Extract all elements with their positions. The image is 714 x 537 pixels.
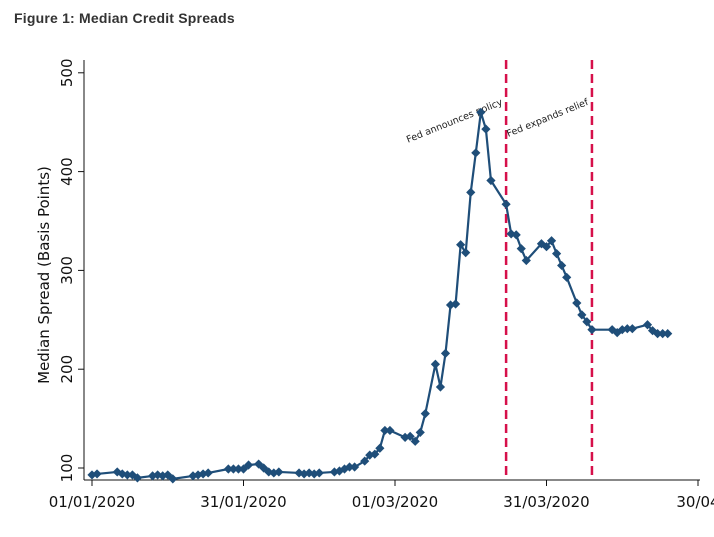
annotation-label: Fed expands relief	[505, 97, 590, 140]
series-layer	[87, 107, 673, 484]
x-tick-label: 31/03/2020	[503, 493, 589, 511]
data-point	[203, 468, 213, 478]
data-point	[476, 107, 486, 117]
data-point	[385, 425, 395, 436]
data-point	[577, 310, 587, 320]
data-point	[622, 324, 632, 334]
data-point	[87, 470, 97, 480]
data-point	[375, 443, 385, 453]
y-tick-label: 100	[58, 454, 76, 483]
data-point	[511, 230, 521, 240]
data-point	[350, 462, 360, 472]
data-point	[582, 317, 592, 327]
data-point	[274, 467, 284, 477]
data-point	[506, 229, 516, 239]
data-point	[127, 470, 137, 480]
y-axis-title: Median Spread (Basis Points)	[35, 166, 53, 384]
data-point	[228, 464, 238, 474]
data-point	[299, 469, 309, 479]
data-point	[314, 468, 324, 478]
data-point	[380, 425, 390, 436]
data-point	[117, 469, 127, 479]
data-point	[168, 474, 178, 484]
data-point	[132, 473, 143, 483]
data-point	[541, 242, 552, 252]
y-tick-label: 400	[58, 157, 76, 186]
data-point	[435, 382, 446, 392]
data-point	[445, 300, 456, 310]
x-tick-label: 01/03/2020	[352, 493, 438, 511]
data-point	[238, 464, 249, 474]
data-point	[627, 324, 637, 334]
data-point	[642, 320, 653, 330]
data-point	[552, 249, 562, 259]
data-point	[572, 298, 582, 308]
data-point	[233, 464, 244, 474]
data-point	[360, 456, 370, 466]
data-point	[471, 148, 481, 158]
data-point	[92, 469, 102, 479]
data-point	[430, 359, 440, 369]
data-point	[163, 470, 173, 480]
data-point	[653, 329, 663, 339]
tick-layer: 100 200 300 400 500 01/01/2020 31/01/2020 01/03…	[49, 58, 714, 511]
data-point	[198, 469, 208, 479]
figure-title: Figure 1: Median Credit Spreads	[14, 10, 235, 26]
data-point	[344, 462, 355, 472]
data-point	[400, 432, 410, 442]
data-point	[122, 470, 132, 480]
data-point	[254, 459, 264, 469]
data-point	[329, 467, 339, 477]
y-tick-label: 300	[58, 256, 76, 285]
data-point	[516, 244, 526, 254]
data-point	[410, 436, 420, 446]
y-tick-label: 500	[58, 58, 76, 87]
data-point	[112, 467, 122, 477]
data-point	[546, 236, 557, 246]
data-point	[456, 240, 466, 250]
data-point	[647, 326, 658, 336]
x-tick-label: 31/01/2020	[200, 493, 286, 511]
data-point	[663, 329, 673, 339]
data-point	[501, 199, 511, 209]
y-tick-label: 200	[58, 355, 76, 384]
data-point	[440, 348, 451, 358]
data-point	[521, 255, 531, 266]
data-point	[461, 248, 471, 258]
data-point	[451, 299, 461, 309]
data-point	[587, 325, 597, 335]
x-tick-label: 01/01/2020	[49, 493, 135, 511]
data-point	[557, 260, 567, 271]
data-point	[420, 409, 430, 419]
axes	[83, 60, 700, 481]
data-point	[370, 449, 380, 459]
data-point	[612, 328, 622, 338]
data-point	[223, 464, 233, 474]
x-tick-label: 30/04	[676, 493, 714, 511]
annotation-label: Fed announces policy	[405, 97, 505, 146]
series-line	[91, 111, 668, 480]
data-point	[405, 431, 415, 441]
data-point	[153, 470, 163, 480]
data-point	[415, 427, 425, 438]
data-point	[243, 460, 254, 470]
data-point	[481, 124, 491, 134]
data-point	[562, 272, 572, 282]
data-point	[309, 469, 319, 479]
data-point	[486, 175, 496, 186]
data-point	[466, 187, 476, 197]
data-point	[658, 329, 668, 339]
